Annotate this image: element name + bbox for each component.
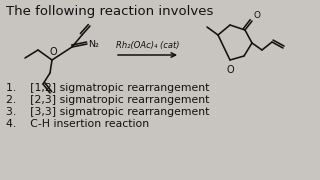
- Text: O: O: [253, 11, 260, 20]
- Text: Rh₂(OAc)₄ (cat): Rh₂(OAc)₄ (cat): [116, 41, 179, 50]
- Text: 2.    [2,3] sigmatropic rearrangement: 2. [2,3] sigmatropic rearrangement: [6, 95, 209, 105]
- Text: 4.    C-H insertion reaction: 4. C-H insertion reaction: [6, 119, 149, 129]
- Text: O: O: [226, 65, 234, 75]
- Text: N₂: N₂: [88, 39, 99, 48]
- Text: 1.    [1,2] sigmatropic rearrangement: 1. [1,2] sigmatropic rearrangement: [6, 83, 209, 93]
- Text: 3.    [3,3] sigmatropic rearrangement: 3. [3,3] sigmatropic rearrangement: [6, 107, 209, 117]
- Text: The following reaction involves: The following reaction involves: [6, 5, 213, 18]
- Text: O: O: [49, 47, 57, 57]
